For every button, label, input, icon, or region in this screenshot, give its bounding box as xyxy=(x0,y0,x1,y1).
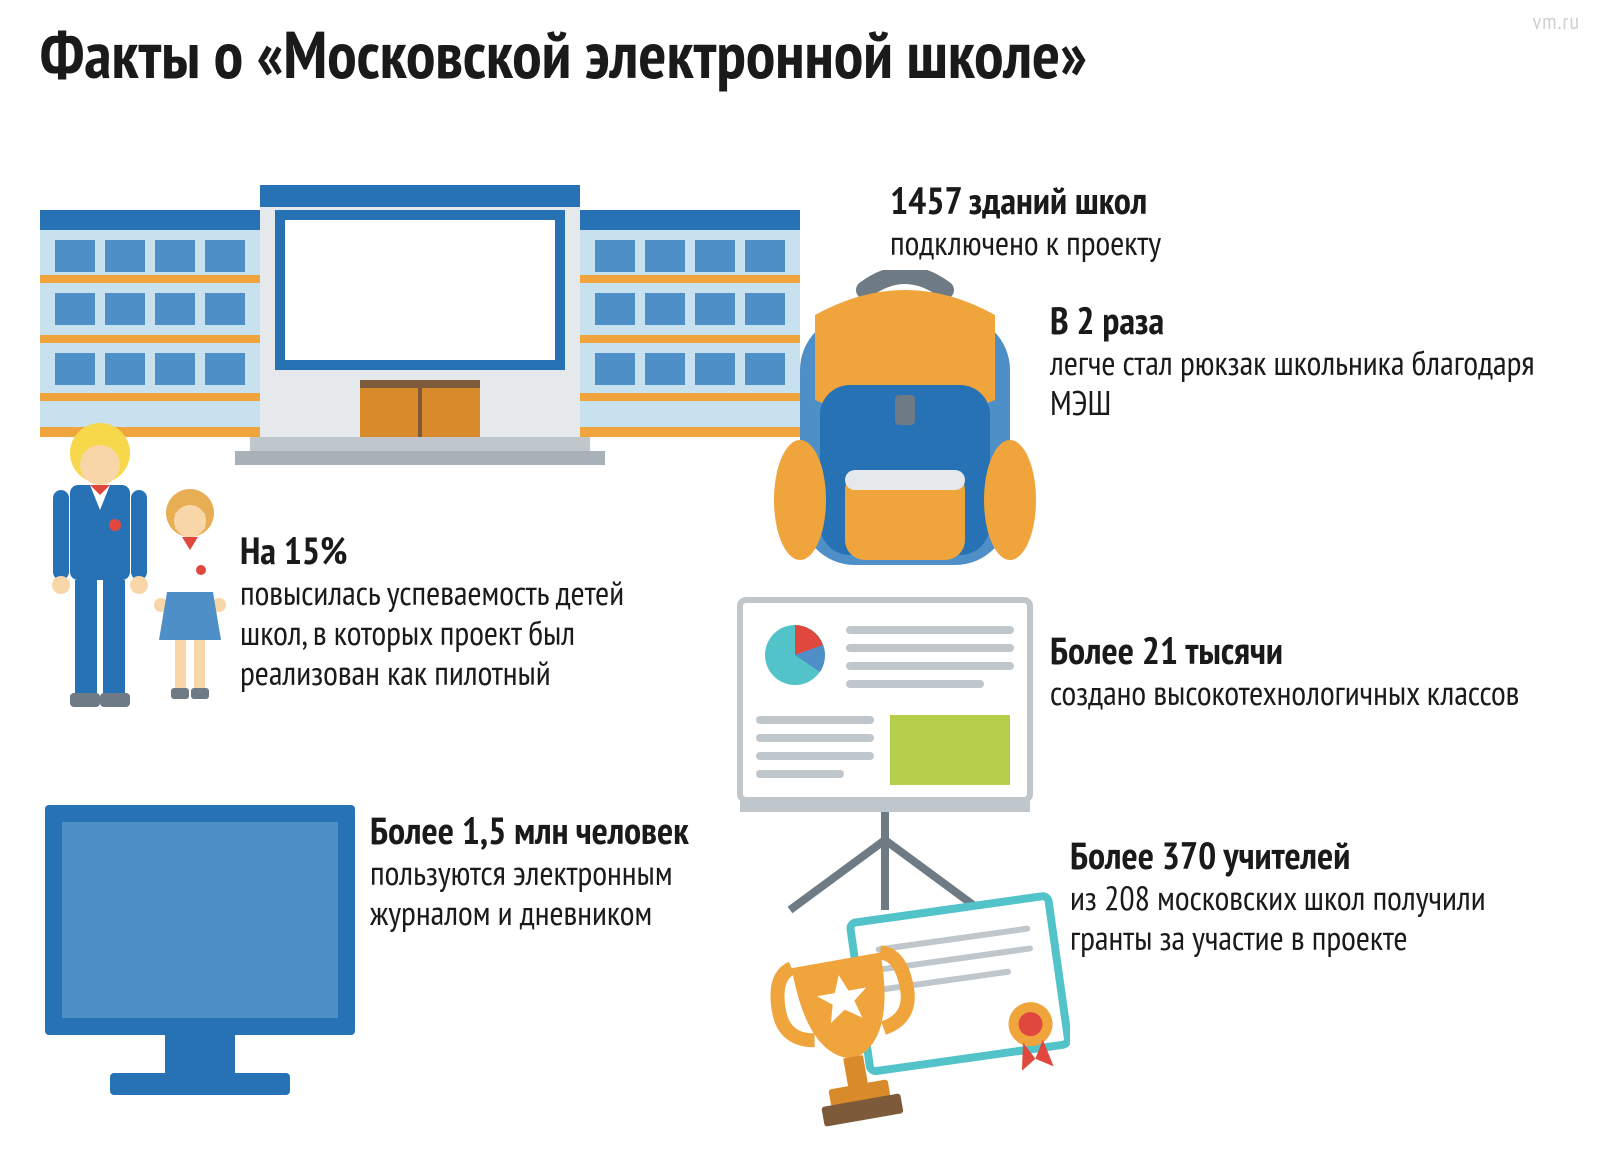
fact-users: Более 1,5 млн человек пользуются электро… xyxy=(370,810,750,933)
fact-classes: Более 21 тысячи создано высокотех­нологи… xyxy=(1050,630,1550,713)
fact-performance-head: На 15% xyxy=(240,530,670,571)
fact-classes-body: создано высокотех­нологичных классов xyxy=(1050,673,1550,713)
monitor-icon xyxy=(40,800,360,1110)
page-title: Факты о «Московской электронной школе» xyxy=(40,20,1087,89)
backpack-icon xyxy=(760,270,1050,605)
trophy-certificate-icon xyxy=(750,870,1070,1150)
watermark: vm.ru xyxy=(1533,8,1580,36)
fact-classes-head: Более 21 тысячи xyxy=(1050,630,1550,671)
fact-buildings: 1457 зданий школ подключено к проекту xyxy=(890,180,1450,263)
fact-backpack-head: В 2 раза xyxy=(1050,300,1550,341)
students-icon xyxy=(45,415,235,750)
fact-performance-body: повысилась успеваемость детей школ, в ко… xyxy=(240,573,670,693)
fact-teachers: Более 370 учителей из 208 московских шко… xyxy=(1070,835,1570,958)
fact-users-head: Более 1,5 млн человек xyxy=(370,810,750,851)
fact-buildings-head: 1457 зданий школ xyxy=(890,180,1450,221)
fact-buildings-body: подключено к проекту xyxy=(890,223,1450,263)
fact-users-body: пользуются электронным журналом и дневни… xyxy=(370,853,750,933)
fact-teachers-head: Более 370 учителей xyxy=(1070,835,1570,876)
fact-backpack-body: легче стал рюкзак школьника благодаря МЭ… xyxy=(1050,343,1550,423)
whiteboard-icon xyxy=(720,590,1050,915)
fact-performance: На 15% повысилась успеваемость детей шко… xyxy=(240,530,670,693)
fact-teachers-body: из 208 московских школ получили гранты з… xyxy=(1070,878,1570,958)
fact-backpack: В 2 раза легче стал рюкзак школьника бла… xyxy=(1050,300,1550,423)
